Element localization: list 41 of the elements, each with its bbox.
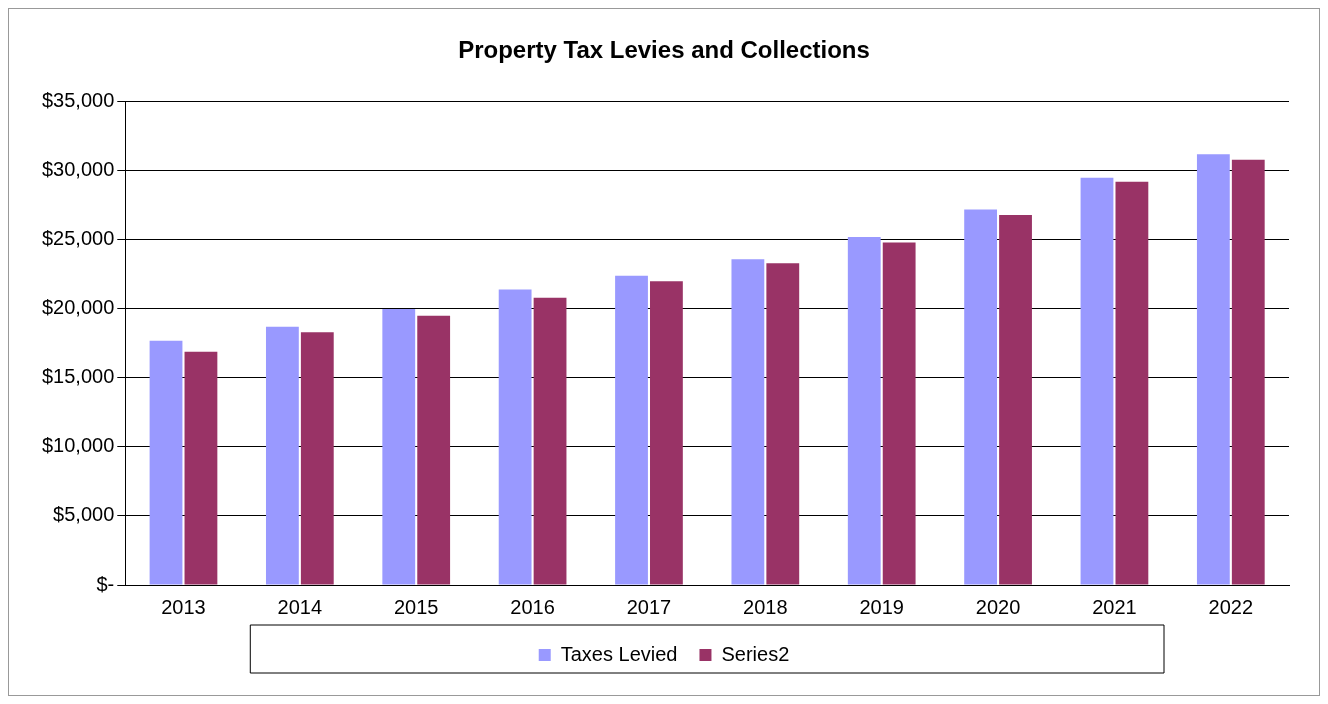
bar [1080,177,1114,585]
x-tick-label: 2015 [393,595,439,618]
bar [766,263,800,585]
x-tick-label: 2021 [1092,595,1137,618]
bar [1196,154,1230,585]
x-tick-label: 2017 [626,595,672,618]
y-tick-label: $5,000 [53,503,115,526]
bar [1115,181,1149,585]
bar [382,308,416,585]
bar [999,215,1032,585]
x-tick-label: 2013 [161,595,206,618]
y-tick-label: $30,000 [42,158,115,181]
bar [882,242,916,585]
x-tick-label: 2016 [510,595,555,618]
bar [533,297,567,585]
bar [417,315,451,585]
bar [300,332,334,585]
legend-label: Series2 [721,642,790,665]
x-tick-label: 2022 [1208,595,1254,618]
x-tick-label: 2019 [859,595,904,618]
x-tick-label: 2020 [975,595,1021,618]
bar [847,237,881,585]
bar [184,351,218,585]
bar [650,281,683,585]
y-tick-label: $20,000 [42,296,115,319]
bar [265,326,299,585]
bar [615,275,648,585]
legend-label: Taxes Levied [560,642,678,665]
bar [964,209,998,585]
bar [498,289,532,585]
y-tick-label: $- [96,572,115,595]
bar [149,340,183,585]
y-tick-label: $10,000 [42,434,115,457]
x-tick-label: 2014 [277,595,323,618]
y-tick-label: $35,000 [42,89,115,112]
chart-title: Property Tax Levies and Collections [458,36,870,64]
y-tick-label: $25,000 [42,227,115,250]
bar [731,259,765,585]
y-tick-label: $15,000 [42,365,115,388]
bar [1231,159,1265,585]
x-tick-label: 2018 [743,595,788,618]
